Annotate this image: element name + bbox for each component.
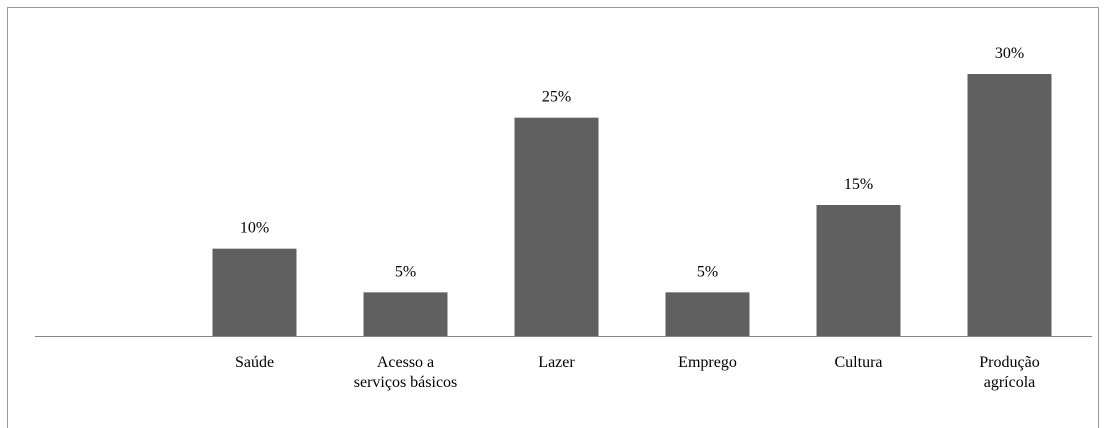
data-label: 25% — [542, 89, 571, 106]
data-label: 30% — [995, 45, 1024, 62]
x-tick-label: Cultura — [835, 354, 883, 371]
data-label: 5% — [697, 263, 718, 280]
x-tick-label: Saúde — [235, 354, 274, 371]
bar — [212, 248, 297, 336]
data-label: 15% — [844, 176, 873, 193]
x-tick-label: Acesso a serviços básicos — [354, 354, 458, 391]
x-tick-label: Emprego — [678, 354, 737, 371]
bar — [514, 117, 599, 337]
data-label: 10% — [240, 220, 269, 237]
bar — [816, 205, 901, 336]
bar — [665, 292, 750, 336]
chart-frame — [7, 7, 1099, 428]
x-tick-label: Produção agrícola — [979, 354, 1039, 391]
data-label: 5% — [395, 263, 416, 280]
bar — [967, 74, 1052, 336]
bar — [363, 292, 448, 336]
x-tick-label: Lazer — [538, 354, 575, 371]
